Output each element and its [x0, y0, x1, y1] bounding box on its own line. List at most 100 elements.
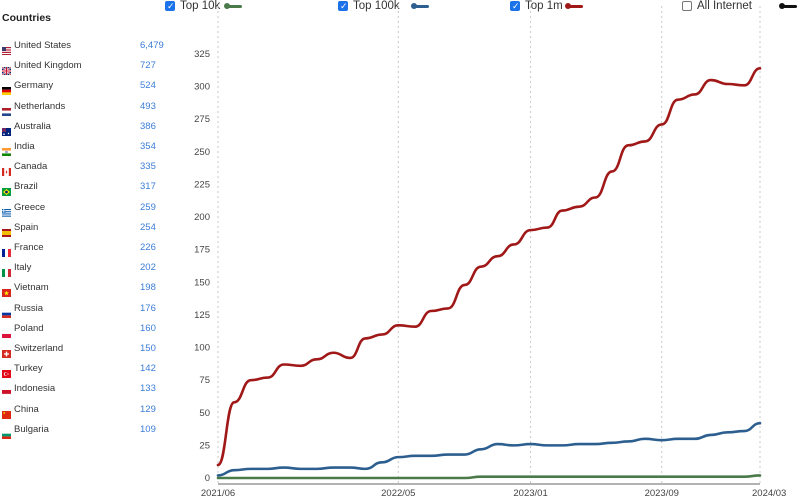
- country-name: Italy: [14, 262, 32, 274]
- country-name: Russia: [14, 302, 44, 314]
- country-row[interactable]: Turkey 142: [0, 360, 190, 380]
- country-count[interactable]: 386: [140, 120, 156, 132]
- legend-label: Top 10k: [180, 0, 221, 12]
- country-count[interactable]: 493: [140, 100, 156, 112]
- italy-flag-icon: [2, 264, 11, 278]
- country-count[interactable]: 259: [140, 201, 156, 213]
- country-name: United States: [14, 40, 72, 51]
- countries-title: Countries: [2, 12, 52, 24]
- country-row[interactable]: Spain 254: [0, 219, 190, 239]
- y-tick-label: 275: [194, 114, 210, 125]
- y-tick-label: 75: [199, 375, 210, 386]
- bulgaria-flag-icon: [1, 426, 12, 439]
- x-tick-label: 2024/03: [752, 488, 786, 498]
- country-count[interactable]: 254: [140, 221, 156, 233]
- russia-flag-icon: [1, 305, 12, 318]
- country-count[interactable]: 109: [140, 423, 156, 435]
- turkey-flag-icon: [2, 365, 11, 379]
- y-tick-label: 150: [194, 277, 210, 288]
- y-tick-label: 50: [199, 408, 210, 419]
- country-count[interactable]: 150: [140, 343, 156, 354]
- netherlands-flag-icon: [2, 103, 11, 116]
- country-row[interactable]: Bulgaria 109: [0, 421, 190, 441]
- country-row[interactable]: Indonesia 133: [0, 380, 190, 400]
- india-flag-icon: [2, 143, 11, 156]
- germany-flag-icon: [2, 82, 11, 96]
- country-row[interactable]: Italy 202: [0, 259, 190, 279]
- y-tick-label: 100: [194, 343, 210, 354]
- country-count[interactable]: 226: [140, 242, 156, 253]
- china-flag-icon: [2, 406, 11, 419]
- country-row[interactable]: United Kingdom 727: [0, 57, 190, 77]
- country-count[interactable]: 133: [140, 383, 156, 395]
- country-count[interactable]: 198: [140, 282, 156, 294]
- checkbox-checked-icon[interactable]: ✓: [165, 1, 175, 11]
- country-row[interactable]: India 354: [0, 138, 190, 158]
- checkbox-checked-icon[interactable]: ✓: [510, 1, 520, 11]
- poland-flag-icon: [1, 325, 12, 338]
- country-count[interactable]: 354: [140, 141, 156, 152]
- country-row[interactable]: China 129: [0, 401, 190, 421]
- country-name: Netherlands: [14, 100, 66, 112]
- y-tick-label: 200: [194, 212, 210, 223]
- country-name: China: [14, 403, 39, 415]
- country-row[interactable]: Poland 160: [0, 320, 190, 340]
- country-count[interactable]: 176: [140, 302, 156, 314]
- y-tick-label: 175: [194, 245, 210, 256]
- country-name: Bulgaria: [14, 423, 49, 435]
- greece-flag-icon: [2, 204, 11, 217]
- country-name: France: [14, 242, 44, 253]
- country-count[interactable]: 142: [140, 363, 156, 375]
- country-row[interactable]: United States 6,479: [0, 37, 190, 57]
- checkbox-checked-icon[interactable]: ✓: [338, 1, 348, 11]
- country-name: Brazil: [14, 181, 38, 193]
- country-row[interactable]: Australia 386: [0, 118, 190, 138]
- y-tick-label: 250: [194, 147, 210, 158]
- country-count[interactable]: 202: [140, 262, 156, 274]
- x-tick-label: 2023/09: [645, 488, 679, 498]
- country-name: Turkey: [14, 363, 43, 375]
- y-tick-label: 25: [199, 440, 210, 451]
- country-row[interactable]: Switzerland 150: [0, 340, 190, 360]
- country-count[interactable]: 129: [140, 403, 156, 415]
- country-row[interactable]: Greece 259: [0, 199, 190, 219]
- legend-label: All Internet: [697, 0, 752, 12]
- country-name: Australia: [14, 120, 51, 132]
- country-count[interactable]: 160: [140, 322, 156, 334]
- y-tick-label: 125: [194, 310, 210, 321]
- country-count[interactable]: 317: [140, 181, 156, 193]
- country-row[interactable]: France 226: [0, 239, 190, 259]
- country-row[interactable]: Brazil 317: [0, 178, 190, 198]
- country-count[interactable]: 6,479: [140, 40, 164, 51]
- checkbox-unchecked-icon[interactable]: [682, 1, 692, 11]
- france-flag-icon: [2, 244, 11, 257]
- australia-flag-icon: [1, 123, 11, 136]
- country-row[interactable]: Netherlands 493: [0, 98, 190, 118]
- country-name: Vietnam: [14, 282, 49, 294]
- country-row[interactable]: Germany 524: [0, 77, 190, 97]
- country-row[interactable]: Russia 176: [0, 300, 190, 320]
- country-name: Indonesia: [14, 383, 56, 395]
- country-name: Spain: [14, 221, 39, 233]
- legend-label: Top 100k: [353, 0, 400, 12]
- x-tick-label: 2021/06: [201, 488, 235, 498]
- spain-flag-icon: [2, 224, 11, 237]
- x-tick-label: 2022/05: [381, 488, 415, 498]
- country-count[interactable]: 524: [140, 80, 156, 92]
- uk-flag-icon: [1, 62, 12, 76]
- country-name: United Kingdom: [14, 60, 82, 72]
- indonesia-flag-icon: [1, 385, 12, 399]
- country-name: Greece: [14, 201, 46, 213]
- y-tick-label: 225: [194, 179, 210, 190]
- country-name: Poland: [14, 322, 44, 334]
- country-row[interactable]: Canada 335: [0, 158, 190, 178]
- country-count[interactable]: 335: [140, 161, 156, 173]
- country-name: India: [14, 141, 35, 152]
- country-name: Canada: [14, 161, 48, 173]
- y-tick-label: 0: [205, 473, 210, 484]
- country-count[interactable]: 727: [140, 60, 156, 72]
- line-chart: 2021/06 2022/05 2023/01 2023/09 2024/03 0 25 50…: [194, 6, 786, 498]
- country-row[interactable]: Vietnam 198: [0, 279, 190, 299]
- brazil-flag-icon: [2, 183, 11, 197]
- x-tick-label: 2023/01: [513, 488, 547, 498]
